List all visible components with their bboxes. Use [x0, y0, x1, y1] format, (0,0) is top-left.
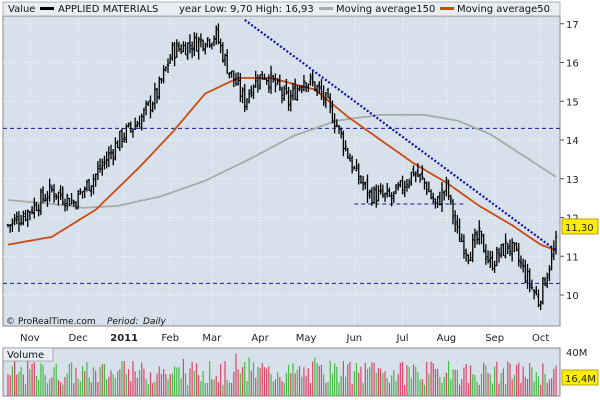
- volume-last-label: 16,4M: [565, 374, 596, 385]
- x-axis: Nov Dec 2011 Feb Mar Apr May Jun Jul Aug Sep Oct: [20, 333, 549, 344]
- legend-ma150-swatch: [319, 7, 333, 10]
- legend-ma50-swatch: [440, 7, 454, 10]
- volume-bars: [7, 353, 557, 396]
- month-label: Nov: [20, 333, 40, 344]
- period-label: Period:: [107, 317, 138, 327]
- month-label: Oct: [532, 333, 549, 344]
- volume-title: Volume: [7, 350, 44, 361]
- month-label: 2011: [110, 333, 138, 344]
- price-series: [6, 23, 558, 311]
- legend-range: year Low: 9,70 High: 16,93: [179, 4, 314, 15]
- month-label: Dec: [68, 333, 87, 344]
- trendline: [244, 18, 557, 252]
- month-label: Aug: [437, 333, 457, 344]
- volume-title-box: [2, 347, 54, 362]
- price-tick-label: 11: [566, 252, 579, 263]
- price-tick-label: 17: [566, 20, 579, 31]
- resistance-trendline: [244, 18, 557, 252]
- price-tick-label: 13: [566, 175, 579, 186]
- price-tick-label: 15: [566, 97, 579, 108]
- price-tick-label: 10: [566, 291, 579, 302]
- price-tick-label: 16: [566, 59, 579, 70]
- legend-ma50-label: Moving average50: [457, 4, 550, 15]
- month-label: Apr: [251, 333, 269, 344]
- ma50-line: [7, 77, 557, 252]
- price-plot-area: [2, 15, 561, 327]
- month-label: Feb: [161, 333, 179, 344]
- horizontal-levels: [3, 127, 560, 284]
- volume-last-box: [561, 369, 599, 386]
- period-value: Daily: [143, 317, 166, 327]
- last-value-label: 11,30: [565, 223, 594, 234]
- price-tick-label: 14: [566, 136, 579, 147]
- month-label: Sep: [485, 333, 504, 344]
- legend-price-swatch: [40, 7, 54, 10]
- last-value-box: [561, 218, 599, 235]
- legend-ma150-label: Moving average150: [336, 4, 435, 15]
- volume-y-tick: 40M: [566, 348, 587, 359]
- source-label: © ProRealTime.com: [6, 317, 96, 327]
- price-y-axis: 1011121314151617: [560, 20, 579, 302]
- legend-bar: [2, 1, 561, 17]
- month-label: Mar: [202, 333, 222, 344]
- legend-value-label: Value: [8, 4, 35, 15]
- legend-symbol: APPLIED MATERIALS: [58, 4, 158, 15]
- month-label: Jul: [396, 333, 409, 344]
- ma50-series: [7, 77, 557, 252]
- month-label: Jun: [346, 333, 363, 344]
- month-label: May: [296, 333, 317, 344]
